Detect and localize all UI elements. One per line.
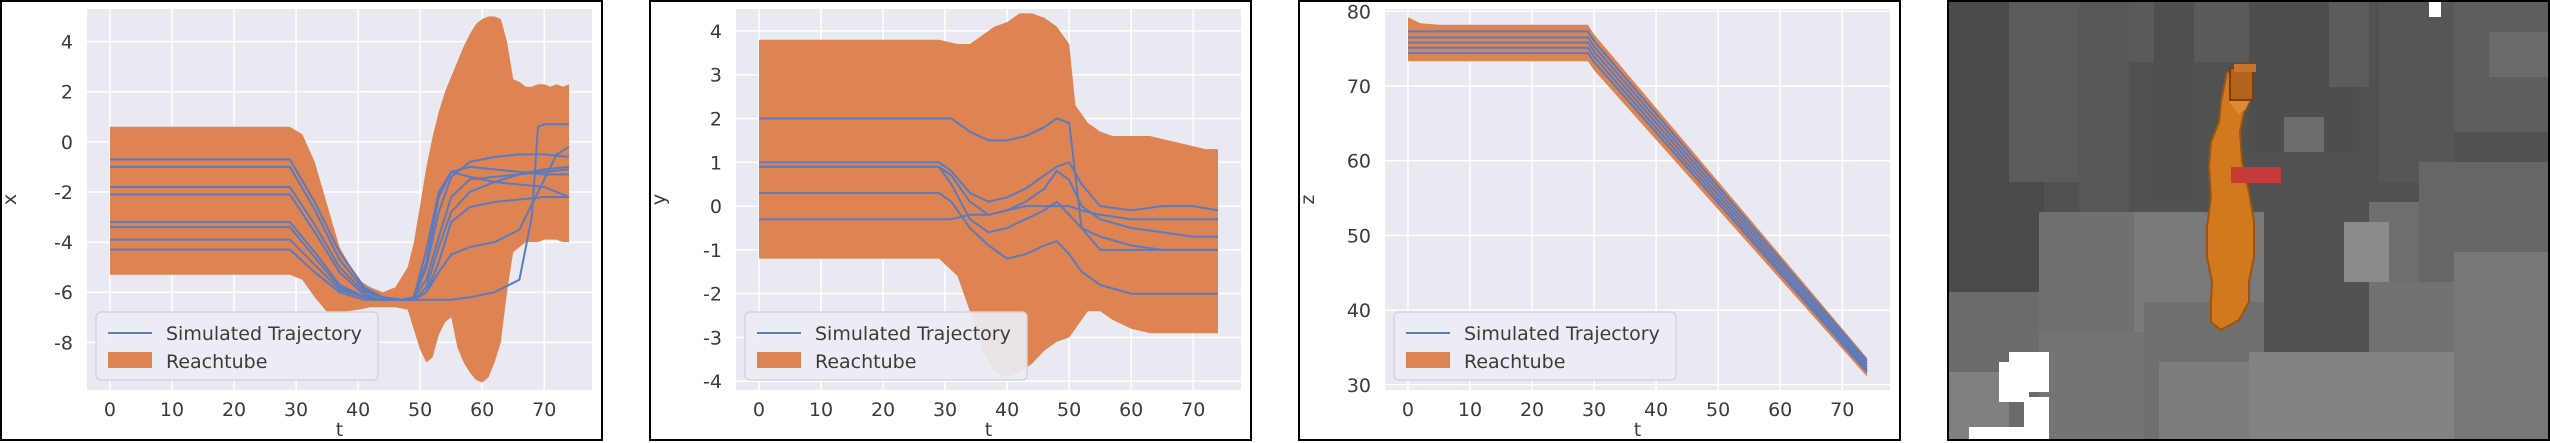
trajectory-line (1408, 41, 1868, 368)
scene-drone (2229, 64, 2256, 101)
y-tick-label: 70 (1347, 76, 1371, 98)
y-tick-label: 0 (710, 196, 722, 218)
legend: Simulated Trajectory Reachtube (95, 311, 379, 381)
y-tick-label: -2 (54, 182, 73, 204)
x-tick-label: 40 (995, 399, 1019, 421)
reachtube-band (110, 16, 569, 383)
trajectory-line (1408, 30, 1868, 362)
y-tick-label: 80 (1347, 2, 1371, 23)
trajectory-line (1408, 52, 1868, 373)
trajectory-line (759, 165, 1218, 238)
y-tick-label: 40 (1347, 300, 1371, 322)
x-tick-label: 70 (1830, 399, 1854, 421)
legend-trajectory-label: Simulated Trajectory (815, 323, 1011, 345)
trajectory-line (1408, 36, 1868, 365)
y-tick-label: 4 (61, 32, 73, 54)
x-tick-label: 70 (1181, 399, 1205, 421)
x-tick-label: 0 (1402, 399, 1414, 421)
y-tick-label: 1 (710, 152, 722, 174)
x-axis-label: t (985, 419, 992, 439)
legend-reachtube-swatch (108, 352, 152, 368)
y-tick-label: -1 (703, 240, 722, 262)
trajectory-line (759, 117, 1218, 251)
legend-trajectory-label: Simulated Trajectory (166, 323, 362, 345)
x-tick-label: 10 (160, 399, 184, 421)
trajectory-line (110, 165, 569, 301)
legend-reachtube-label: Reachtube (166, 351, 267, 373)
y-axis-label: y (651, 194, 670, 205)
x-tick-label: 40 (346, 399, 370, 421)
y-tick-label: 60 (1347, 151, 1371, 173)
y-tick-label: 2 (710, 108, 722, 130)
x-tick-label: 50 (408, 399, 432, 421)
trajectory-line (110, 165, 570, 301)
x-tick-label: 50 (1057, 399, 1081, 421)
x-tick-label: 20 (222, 399, 246, 421)
y-reachtube-chart-panel: 0 10 20 30 40 50 60 70 -4 -3 -2 -1 0 1 2 3 4 t y Simulated … (649, 0, 1252, 441)
y-tick-label: -3 (703, 327, 722, 349)
legend-reachtube-swatch (1406, 352, 1450, 368)
legend-box (744, 311, 1028, 381)
legend-reachtube-label: Reachtube (1464, 351, 1565, 373)
y-tick-label: 4 (710, 21, 722, 43)
z-reachtube-chart-panel: 0 10 20 30 40 50 60 70 30 40 50 60 70 80 t z Simulated T… (1298, 0, 1901, 441)
trajectory-line (759, 161, 1219, 212)
x-reachtube-chart-panel: 0 10 20 30 40 50 60 70 -8 -6 -4 -2 0 2 4 t x Simulated Tr… (0, 0, 603, 441)
x-tick-label: 50 (1706, 399, 1730, 421)
y-tick-label: 50 (1347, 225, 1371, 247)
x-tick-label: 0 (104, 399, 116, 421)
trajectory-line (1408, 46, 1868, 371)
y-tick-label: -6 (54, 282, 73, 304)
x-reachtube-chart: 0 10 20 30 40 50 60 70 -8 -6 -4 -2 0 2 4 t x Simulated Tr… (2, 9, 592, 439)
3d-reachtube-scene-panel (1947, 0, 2550, 441)
x-tick-label: 60 (1119, 399, 1143, 421)
y-tick-label: 30 (1347, 375, 1371, 397)
x-tick-label: 10 (1458, 399, 1482, 421)
x-tick-label: 20 (1520, 399, 1544, 421)
trajectory-line (759, 191, 1218, 295)
legend: Simulated Trajectory Reachtube (1393, 311, 1677, 381)
y-tick-label: 3 (710, 65, 722, 87)
legend: Simulated Trajectory Reachtube (744, 311, 1028, 381)
legend-reachtube-label: Reachtube (815, 351, 916, 373)
y-axis-label: z (1300, 194, 1319, 204)
x-tick-label: 30 (1582, 399, 1606, 421)
y-tick-label: -4 (703, 371, 722, 393)
y-tick-label: -4 (54, 232, 73, 254)
x-tick-label: 20 (871, 399, 895, 421)
z-reachtube-chart: 0 10 20 30 40 50 60 70 30 40 50 60 70 80 t z Simulated T… (1300, 2, 1890, 439)
y-tick-label: 2 (61, 82, 73, 104)
x-tick-label: 40 (1644, 399, 1668, 421)
trajectory-line (110, 168, 570, 301)
3d-reachtube-scene (1949, 2, 2548, 439)
x-axis-label: t (336, 419, 343, 439)
y-tick-label: -8 (54, 332, 73, 354)
x-tick-label: 0 (753, 399, 765, 421)
legend-box (95, 311, 379, 381)
trajectory-line (759, 205, 1218, 221)
x-tick-label: 30 (933, 399, 957, 421)
legend-trajectory-label: Simulated Trajectory (1464, 323, 1660, 345)
y-reachtube-chart: 0 10 20 30 40 50 60 70 -4 -3 -2 -1 0 1 2 3 4 t y Simulated … (651, 9, 1241, 439)
y-tick-label: 0 (61, 132, 73, 154)
y-axis-label: x (2, 194, 21, 205)
y-tick-label: -2 (703, 284, 722, 306)
legend-reachtube-swatch (757, 352, 801, 368)
scene-obstacle (2231, 167, 2281, 183)
x-tick-label: 30 (284, 399, 308, 421)
x-tick-label: 70 (532, 399, 556, 421)
legend-box (1393, 311, 1677, 381)
x-tick-label: 60 (1768, 399, 1792, 421)
x-axis-label: t (1634, 419, 1641, 439)
x-tick-label: 60 (470, 399, 494, 421)
x-tick-label: 10 (809, 399, 833, 421)
trajectory-line (110, 153, 570, 301)
trajectory-line (110, 146, 570, 301)
